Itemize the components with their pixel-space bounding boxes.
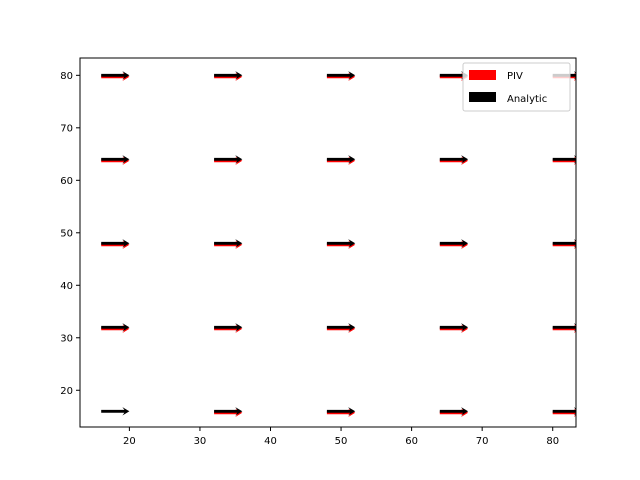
vector-analytic: [214, 323, 243, 332]
vector-analytic: [552, 323, 576, 332]
x-tick-label: 30: [194, 436, 207, 447]
vector-piv: [101, 240, 130, 249]
vector-analytic: [552, 155, 576, 164]
y-tick-label: 50: [60, 228, 73, 239]
vector-piv: [326, 408, 356, 417]
vector-piv: [552, 240, 576, 249]
x-tick-label: 80: [546, 436, 559, 447]
vector-piv: [439, 72, 469, 81]
vector-piv: [326, 240, 356, 249]
y-tick-label: 70: [60, 123, 73, 134]
vector-analytic: [101, 323, 130, 332]
vector-analytic: [552, 239, 576, 248]
vector-analytic: [214, 155, 243, 164]
vector-analytic: [101, 155, 130, 164]
vector-piv: [326, 324, 356, 333]
vector-analytic: [101, 407, 130, 416]
x-tick-label: 70: [476, 436, 489, 447]
legend: PIV Analytic: [462, 62, 571, 112]
plot-frame: [79, 57, 577, 428]
x-tick-label: 20: [123, 436, 136, 447]
vector-piv: [439, 156, 469, 165]
y-tick-label: 20: [60, 386, 73, 397]
vector-piv: [214, 408, 243, 417]
vector-analytic: [326, 323, 356, 332]
y-tick-label: 30: [60, 333, 73, 344]
vector-piv: [439, 408, 469, 417]
legend-label-analytic: Analytic: [507, 94, 547, 105]
vector-piv: [101, 324, 130, 333]
vector-analytic: [214, 71, 243, 80]
y-tick-label: 80: [60, 71, 73, 82]
vector-piv: [326, 72, 356, 81]
vector-analytic: [439, 407, 469, 416]
vector-piv: [214, 156, 243, 165]
vector-analytic: [101, 239, 130, 248]
vector-piv: [439, 324, 469, 333]
vector-piv: [101, 156, 130, 165]
legend-label-piv: PIV: [507, 71, 523, 82]
ticks-layer: 20 30 40 50 60 70 80 20 30 40 50 60 70 80: [60, 71, 559, 447]
vector-analytic: [439, 239, 469, 248]
vector-analytic: [101, 71, 130, 80]
x-tick-label: 50: [335, 436, 348, 447]
vector-analytic: [326, 71, 356, 80]
vector-piv: [439, 240, 469, 249]
y-tick-label: 40: [60, 281, 73, 292]
y-tick-label: 60: [60, 176, 73, 187]
vector-analytic: [326, 239, 356, 248]
vector-analytic: [439, 323, 469, 332]
legend-swatch-analytic: [469, 92, 496, 102]
vector-analytic: [439, 71, 469, 80]
vector-piv: [552, 408, 576, 417]
legend-swatch-piv: [469, 70, 496, 80]
vector-piv: [214, 324, 243, 333]
vector-piv: [326, 156, 356, 165]
vector-piv: [552, 156, 576, 165]
vector-piv: [214, 72, 243, 81]
vector-piv: [101, 72, 130, 81]
vector-piv: [214, 240, 243, 249]
x-tick-label: 40: [264, 436, 277, 447]
vector-analytic: [326, 155, 356, 164]
vector-analytic: [439, 155, 469, 164]
vector-analytic: [552, 407, 576, 416]
x-tick-label: 60: [405, 436, 418, 447]
vectors-layer: [101, 71, 576, 417]
vector-analytic: [326, 407, 356, 416]
vector-analytic: [214, 239, 243, 248]
vector-analytic: [214, 407, 243, 416]
vector-piv: [552, 324, 576, 333]
